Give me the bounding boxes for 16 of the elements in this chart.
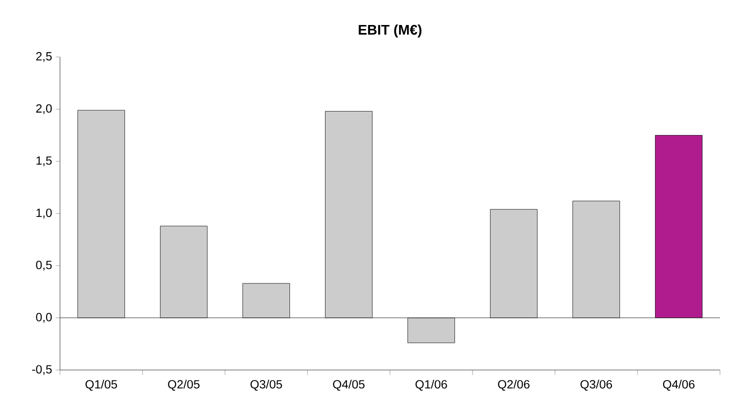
chart-title: EBIT (M€) bbox=[358, 24, 422, 38]
y-tick-label: 1,5 bbox=[36, 156, 52, 166]
y-tick-label: 2,5 bbox=[36, 52, 52, 62]
x-tick-label: Q1/06 bbox=[416, 380, 448, 391]
x-tick-label: Q4/05 bbox=[333, 380, 365, 391]
x-tick-label: Q2/05 bbox=[168, 380, 200, 391]
y-tick-label: 0,5 bbox=[36, 260, 52, 271]
y-tick-label: -0,5 bbox=[32, 365, 52, 375]
x-tick-label: Q2/06 bbox=[498, 380, 530, 391]
x-tick-label: Q3/06 bbox=[580, 380, 612, 391]
x-tick-label: Q4/06 bbox=[663, 380, 695, 391]
y-tick-label: 1,0 bbox=[36, 208, 52, 218]
y-tick-label: 0,0 bbox=[36, 312, 52, 323]
y-tick-label: 2,0 bbox=[36, 104, 52, 114]
x-tick-label: Q1/05 bbox=[86, 380, 118, 391]
x-tick-label: Q3/05 bbox=[250, 380, 282, 391]
